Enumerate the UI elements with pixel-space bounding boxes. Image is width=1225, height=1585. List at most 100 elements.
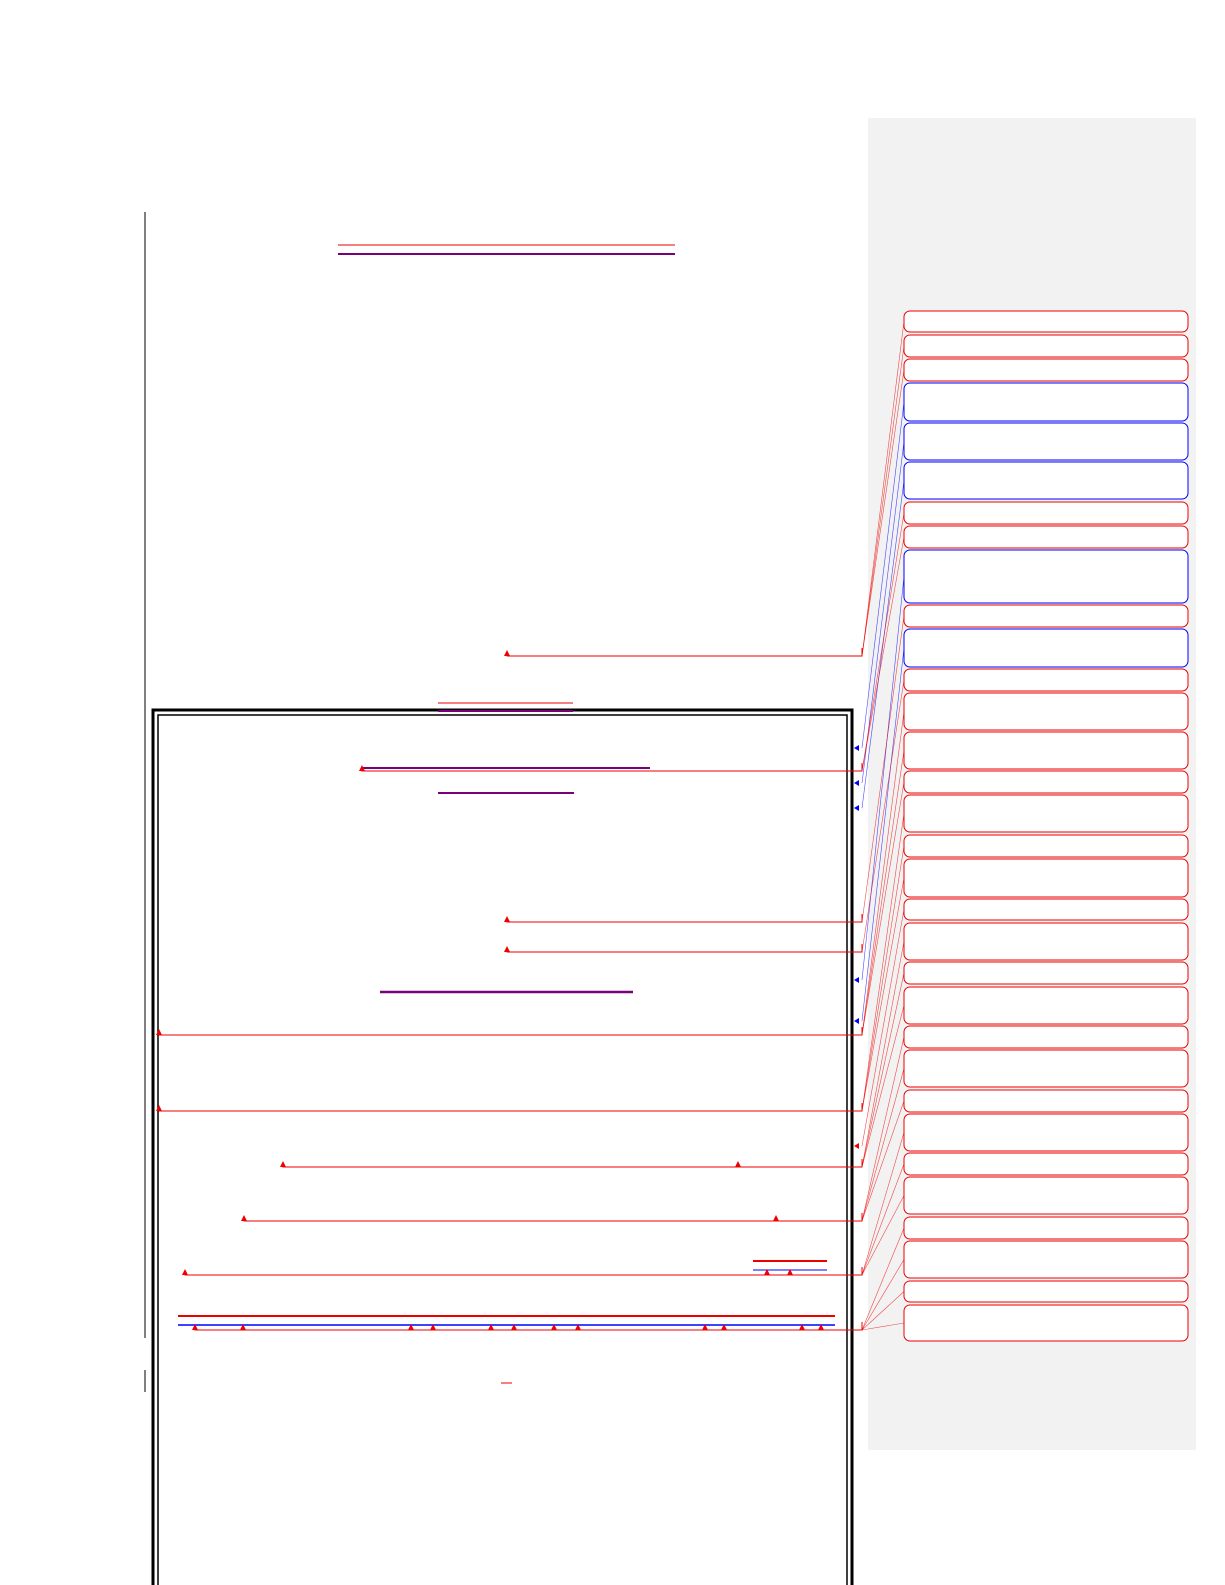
change-anchor	[854, 805, 859, 811]
balloon-connector	[861, 321, 905, 657]
comment-anchor	[504, 650, 510, 656]
comment-anchor	[192, 1324, 198, 1330]
balloon-connector	[861, 1291, 905, 1331]
balloon-connector	[861, 1163, 905, 1276]
comment-anchor	[735, 1161, 741, 1167]
comment-balloon	[903, 525, 1189, 549]
balloon-connector	[861, 512, 905, 772]
comment-anchor	[359, 765, 365, 771]
table-border	[157, 714, 848, 1585]
balloon-connector	[861, 711, 905, 1036]
balloon-connector	[861, 1227, 905, 1331]
comment-anchor	[280, 1161, 286, 1167]
comment-anchor-line	[184, 1267, 863, 1276]
comment-balloon	[903, 310, 1189, 333]
comment-balloon	[903, 1280, 1189, 1303]
comment-balloon	[903, 1113, 1189, 1152]
comment-anchor-line	[506, 944, 863, 953]
comment-balloon	[903, 358, 1189, 382]
comment-balloon	[903, 770, 1189, 794]
balloon-connector	[861, 877, 905, 1112]
balloon-connector	[861, 441, 905, 784]
balloon-connector	[861, 536, 905, 772]
change-anchor	[854, 1018, 859, 1024]
comment-anchor-line	[158, 1103, 863, 1112]
comment-anchor	[241, 1215, 247, 1221]
comment-anchor	[721, 1324, 727, 1330]
balloon-connector	[861, 909, 905, 1147]
comment-anchor-line	[506, 648, 863, 657]
balloon-connector	[861, 369, 905, 657]
table-border	[151, 708, 854, 1585]
comment-balloon	[903, 731, 1189, 770]
comment-anchor-line	[194, 1322, 863, 1331]
comment-anchor	[787, 1269, 793, 1275]
comment-balloon	[903, 549, 1189, 604]
comment-balloon	[903, 898, 1189, 921]
balloon-connector	[861, 1195, 905, 1276]
balloon-connector	[861, 401, 905, 749]
comment-balloon	[903, 422, 1189, 461]
comment-anchor	[702, 1324, 708, 1330]
comment-balloon	[903, 986, 1189, 1025]
comment-balloon	[903, 1025, 1189, 1049]
comment-balloon	[903, 628, 1189, 668]
comment-anchor	[408, 1324, 414, 1330]
comment-anchor	[511, 1324, 517, 1330]
balloon-connector	[861, 1100, 905, 1222]
change-anchor	[854, 745, 859, 751]
balloon-connector	[861, 1322, 905, 1331]
balloon-connector	[861, 1068, 905, 1222]
balloon-connector	[861, 972, 905, 1168]
balloon-connector	[861, 480, 905, 809]
comment-balloon	[903, 501, 1189, 525]
comment-anchor-line	[158, 1027, 863, 1036]
comment-balloon	[903, 1049, 1189, 1088]
comment-balloon	[903, 1304, 1189, 1342]
comment-anchor	[430, 1324, 436, 1330]
comment-balloon	[903, 604, 1189, 628]
change-anchor	[854, 1143, 859, 1149]
comment-balloon	[903, 1240, 1189, 1279]
comment-balloon	[903, 858, 1189, 898]
comment-anchor	[504, 946, 510, 952]
comment-anchor	[773, 1215, 779, 1221]
comment-anchor	[156, 1029, 162, 1035]
comment-anchor	[799, 1324, 805, 1330]
comment-balloon	[903, 461, 1189, 500]
comment-balloon	[903, 334, 1189, 358]
comment-anchor-line	[243, 1213, 863, 1222]
comment-anchor	[156, 1105, 162, 1111]
balloon-connector	[861, 615, 905, 923]
comment-anchor	[818, 1324, 824, 1330]
balloon-connector	[861, 845, 905, 1112]
balloon-connector	[861, 647, 905, 1022]
comment-anchor-line	[282, 1159, 863, 1168]
comment-balloon	[903, 382, 1189, 422]
comment-anchor	[575, 1324, 581, 1330]
comment-balloon	[903, 794, 1189, 833]
change-anchor	[854, 977, 859, 983]
comment-anchor	[240, 1324, 246, 1330]
comment-anchor	[182, 1269, 188, 1275]
balloon-connector	[861, 576, 905, 981]
comment-balloon	[903, 1176, 1189, 1215]
balloon-connector	[861, 813, 905, 1112]
balloon-connector	[861, 1005, 905, 1168]
balloon-connector	[861, 1259, 905, 1331]
comment-balloon	[903, 1216, 1189, 1240]
balloon-connector	[861, 345, 905, 657]
balloon-connector	[861, 679, 905, 953]
comment-anchor	[488, 1324, 494, 1330]
comment-balloon	[903, 692, 1189, 731]
comment-balloon	[903, 922, 1189, 961]
comment-anchor-line	[506, 914, 863, 923]
comment-balloon	[903, 961, 1189, 985]
balloon-connector	[861, 941, 905, 1168]
comment-balloon	[903, 1089, 1189, 1113]
balloon-connector	[861, 1036, 905, 1222]
comment-balloon	[903, 1152, 1189, 1176]
comment-anchor	[551, 1324, 557, 1330]
